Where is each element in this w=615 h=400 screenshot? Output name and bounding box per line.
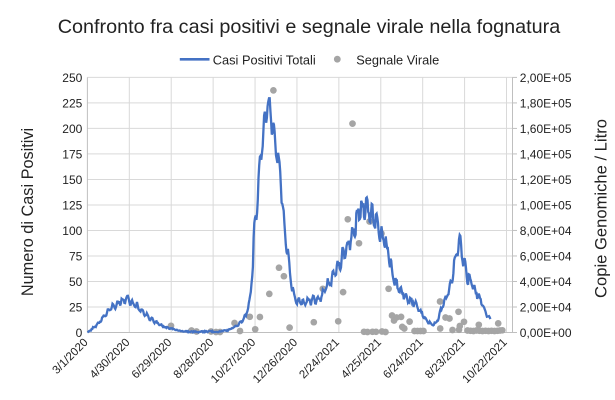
svg-text:Segnale Virale: Segnale Virale xyxy=(356,52,439,67)
svg-text:1,60E+05: 1,60E+05 xyxy=(520,122,572,136)
svg-text:200: 200 xyxy=(62,122,82,136)
svg-text:Numero di Casi Positivi: Numero di Casi Positivi xyxy=(19,128,37,296)
svg-text:125: 125 xyxy=(62,198,82,212)
svg-text:250: 250 xyxy=(62,71,82,85)
svg-text:8,00E+04: 8,00E+04 xyxy=(520,224,572,238)
svg-text:Casi Positivi Totali: Casi Positivi Totali xyxy=(213,52,316,67)
svg-text:Confronto fra casi positivi e: Confronto fra casi positivi e segnale vi… xyxy=(58,16,561,38)
svg-text:1,20E+05: 1,20E+05 xyxy=(520,173,572,187)
svg-text:75: 75 xyxy=(69,249,83,263)
svg-text:1,40E+05: 1,40E+05 xyxy=(520,147,572,161)
svg-text:1,80E+05: 1,80E+05 xyxy=(520,96,572,110)
svg-text:2,00E+05: 2,00E+05 xyxy=(520,71,572,85)
svg-text:100: 100 xyxy=(62,224,82,238)
svg-text:0,00E+00: 0,00E+00 xyxy=(520,326,572,340)
svg-text:0: 0 xyxy=(76,326,83,340)
svg-text:25: 25 xyxy=(69,300,83,314)
svg-text:Copie Genomiche / Litro: Copie Genomiche / Litro xyxy=(592,119,611,298)
svg-text:150: 150 xyxy=(62,173,82,187)
svg-text:175: 175 xyxy=(62,147,82,161)
svg-text:6,00E+04: 6,00E+04 xyxy=(520,249,572,263)
svg-text:4,00E+04: 4,00E+04 xyxy=(520,275,572,289)
svg-text:2,00E+04: 2,00E+04 xyxy=(520,300,572,314)
svg-text:50: 50 xyxy=(69,275,83,289)
svg-text:225: 225 xyxy=(62,96,82,110)
svg-text:1,00E+05: 1,00E+05 xyxy=(520,198,572,212)
